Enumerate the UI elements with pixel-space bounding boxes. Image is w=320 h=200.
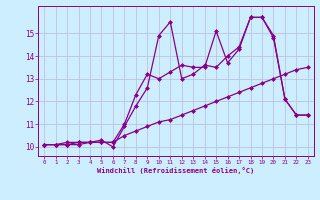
X-axis label: Windchill (Refroidissement éolien,°C): Windchill (Refroidissement éolien,°C) bbox=[97, 167, 255, 174]
